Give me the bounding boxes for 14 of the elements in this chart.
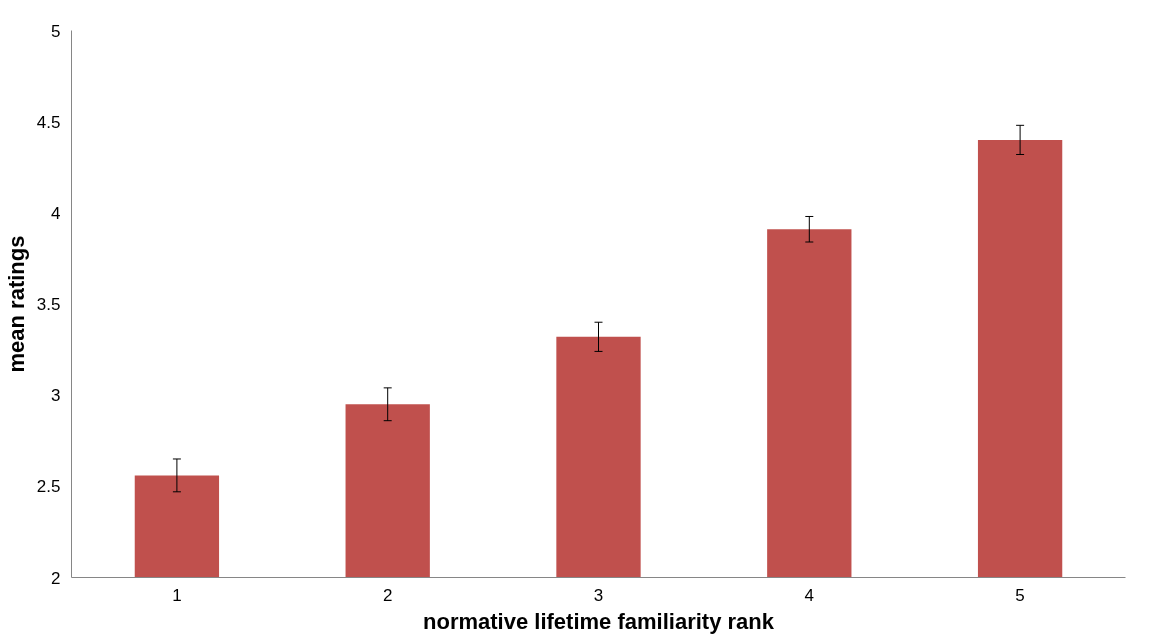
y-tick-label: 4 (51, 203, 61, 223)
y-tick-label: 2.5 (36, 477, 61, 497)
x-tick-label: 1 (172, 585, 182, 605)
x-tick-label: 5 (1015, 585, 1025, 605)
x-tick-label: 3 (593, 585, 604, 605)
x-tick-label: 4 (804, 585, 815, 605)
y-tick-label: 4.5 (36, 112, 61, 132)
y-tick-label: 3 (51, 386, 61, 406)
x-axis-title: normative lifetime familiarity rank (423, 608, 775, 634)
y-tick-label: 3.5 (36, 295, 61, 314)
y-tick-label: 5 (51, 21, 61, 41)
x-tick-label: 2 (382, 585, 393, 605)
y-axis-title: mean ratings (3, 235, 29, 373)
y-tick-label: 2 (51, 568, 61, 588)
